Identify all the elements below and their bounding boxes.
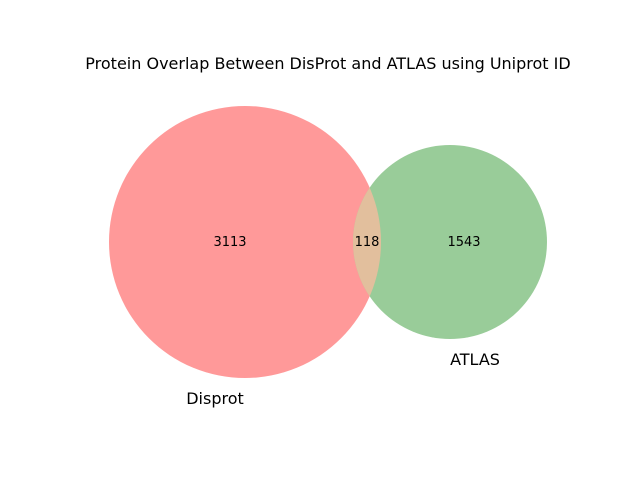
atlas-only-count: 1543 [447, 235, 480, 250]
atlas-circle [353, 145, 547, 339]
disprot-set-label: Disprot [186, 389, 244, 408]
disprot-circle [109, 106, 381, 378]
disprot-only-count: 3113 [213, 235, 246, 250]
atlas-set-label: ATLAS [450, 350, 500, 369]
overlap-count: 118 [355, 235, 380, 250]
chart-title: Protein Overlap Between DisProt and ATLA… [85, 54, 570, 73]
